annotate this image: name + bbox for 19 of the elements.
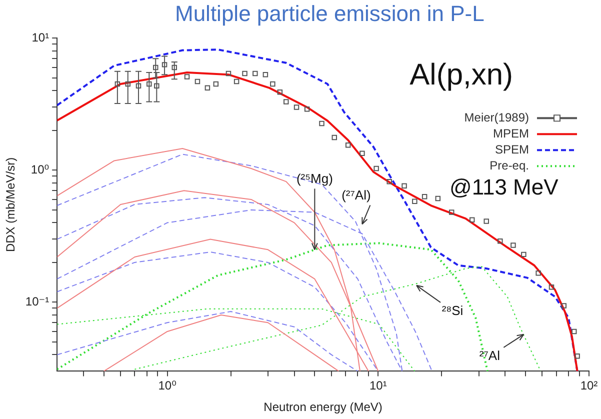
annotation: (²⁷Al)	[342, 188, 371, 203]
y-axis-title: DDX (mb/MeV/sr)	[4, 157, 18, 252]
annotation: ²⁸Si	[442, 302, 464, 318]
annotation: ²⁷Al	[479, 348, 500, 363]
x-tick-label: 10²	[580, 378, 598, 393]
legend-label: Meier(1989)	[464, 110, 529, 124]
chart-title: Multiple particle emission in P-L	[174, 0, 486, 28]
annotation: @113 MeV	[450, 174, 559, 200]
y-tick-label: 10⁻¹	[25, 294, 50, 308]
annotation: Al(p,xn)	[410, 58, 514, 92]
legend-label: SPEM	[494, 142, 529, 156]
y-tick-label: 10⁰	[30, 162, 50, 177]
x-axis-title: Neutron energy (MeV)	[264, 400, 382, 414]
x-tick-label: 10¹	[369, 378, 387, 393]
y-tick-label: 10¹	[32, 30, 50, 45]
legend-label: MPEM	[493, 126, 530, 140]
x-tick-label: 10⁰	[158, 378, 177, 393]
annotation: (²⁵Mg)	[296, 171, 333, 186]
legend-label: Pre-eq.	[490, 158, 529, 172]
